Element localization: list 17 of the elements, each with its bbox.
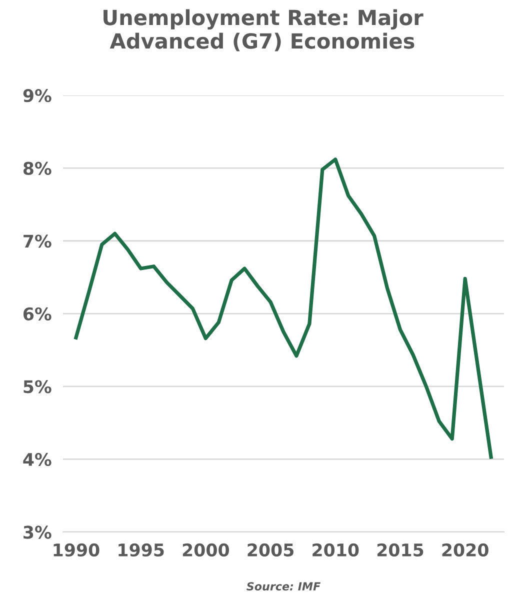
x-tick-label: 2000 bbox=[182, 543, 230, 557]
chart-title: Unemployment Rate: Major Advanced (G7) Economies bbox=[104, 9, 424, 52]
y-tick-label: 4% bbox=[23, 452, 52, 466]
y-tick-label: 6% bbox=[23, 307, 52, 320]
x-tick-label: 2010 bbox=[312, 543, 359, 557]
line-series bbox=[74, 158, 493, 459]
x-tick-label: 1990 bbox=[54, 543, 100, 557]
y-tick-label: 5% bbox=[24, 380, 52, 394]
y-tick-label: 7% bbox=[24, 234, 52, 248]
source-note: Source: IMF bbox=[246, 582, 320, 591]
x-tick-label: 1995 bbox=[118, 543, 164, 557]
x-tick-label: 2015 bbox=[377, 543, 424, 557]
x-tick-label: 2020 bbox=[442, 543, 488, 557]
y-tick-label: 3% bbox=[24, 526, 52, 539]
y-tick-label: 8% bbox=[23, 162, 52, 175]
x-tick-label: 2005 bbox=[248, 543, 294, 557]
y-tick-label: 9% bbox=[23, 89, 52, 102]
